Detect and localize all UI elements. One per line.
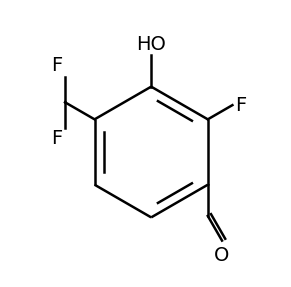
Text: O: O: [214, 246, 230, 265]
Text: F: F: [51, 129, 62, 148]
Text: F: F: [51, 56, 62, 75]
Text: F: F: [235, 96, 246, 115]
Text: HO: HO: [136, 35, 166, 54]
